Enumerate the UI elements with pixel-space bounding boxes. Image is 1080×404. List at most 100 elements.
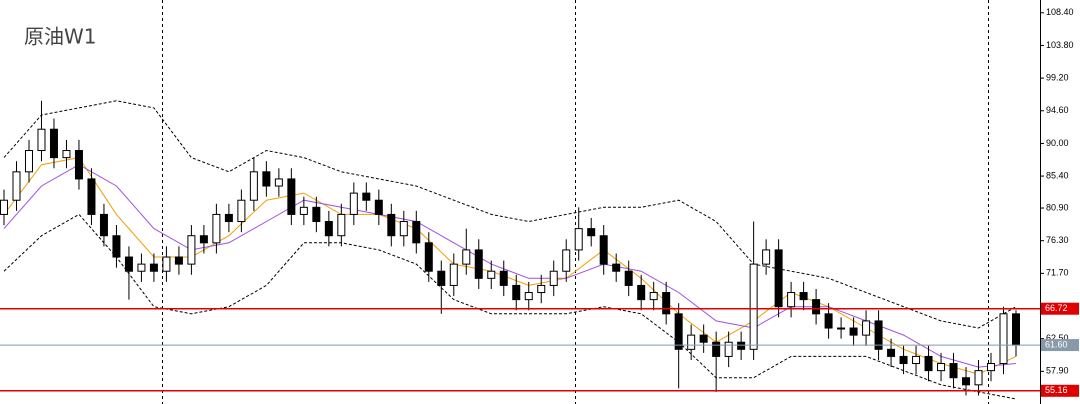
candle-body [149, 263, 158, 272]
band-line [3, 213, 1017, 400]
price-level-tag [1041, 339, 1079, 352]
candle-body [537, 284, 546, 294]
candle-body [937, 363, 946, 372]
y-tick-label: 103.80 [1046, 40, 1074, 50]
price-level-label: 61.60 [1045, 339, 1068, 349]
candle-body [999, 313, 1008, 365]
candle-body [862, 320, 871, 336]
candle-body [374, 199, 383, 215]
y-tick-label: 62.50 [1046, 333, 1069, 343]
candle-body [674, 313, 683, 350]
candle-body [99, 213, 108, 237]
candle-body [624, 270, 633, 286]
candle-body [62, 150, 71, 159]
candle-body [887, 348, 896, 357]
candle-body [987, 363, 996, 372]
candle-body [262, 171, 271, 187]
price-axis: 108.40 103.80 99.20 94.60 90.00 85.40 80.90 76.… [0, 7, 1079, 397]
candle-body [112, 235, 121, 258]
candle-body [74, 150, 83, 180]
candle-body [49, 128, 58, 159]
candle-body [637, 284, 646, 301]
y-tick-label: 85.40 [1046, 170, 1069, 180]
candle-body [899, 355, 908, 365]
indicator-layer [3, 100, 1017, 400]
candle-body [437, 270, 446, 286]
candle-body [1012, 313, 1020, 346]
candle-body [612, 263, 621, 272]
band-line [3, 100, 1017, 329]
candle-body [512, 284, 521, 301]
y-tick-label: 108.40 [1046, 7, 1074, 17]
candle-body [12, 171, 21, 201]
candle-body [337, 213, 346, 237]
candle-body [562, 249, 571, 272]
candle-body [599, 235, 608, 265]
price-level-label: 55.16 [1045, 385, 1068, 395]
candle-body [574, 228, 583, 251]
candle-body [549, 270, 558, 286]
candle-body [712, 341, 721, 357]
moving-average-line [3, 157, 1017, 375]
candle-body [312, 206, 321, 223]
candle-body [37, 128, 46, 152]
candle-body [174, 256, 183, 265]
candle-body [724, 341, 733, 357]
candle-body [399, 221, 408, 237]
price-level-label: 66.72 [1045, 303, 1068, 313]
y-tick-label: 71.70 [1046, 268, 1069, 278]
y-tick-label: 80.90 [1046, 202, 1069, 212]
candle-body [812, 299, 821, 315]
candle-body [124, 256, 133, 272]
candle-body [949, 363, 958, 379]
candle-body [349, 192, 358, 215]
y-tick-label: 90.00 [1046, 138, 1069, 148]
candle-body [249, 171, 258, 201]
candle-body [774, 249, 783, 308]
candle-body [499, 270, 508, 286]
candle-body [649, 292, 658, 301]
candle-body [699, 334, 708, 343]
candle-body [187, 235, 196, 265]
y-tick-label: 94.60 [1046, 105, 1069, 115]
candle-body [824, 313, 833, 329]
candle-body [462, 249, 471, 265]
candle-body [137, 263, 146, 272]
candle-body [687, 334, 696, 350]
candle-body [787, 292, 796, 308]
candle-body [387, 213, 396, 237]
y-tick-label: 76.30 [1046, 235, 1069, 245]
candle-layer [0, 100, 1020, 396]
candle-body [0, 199, 8, 215]
moving-average-line [3, 164, 1017, 368]
candle-body [287, 178, 296, 215]
candle-body [587, 228, 596, 237]
price-level-tag [1041, 302, 1079, 315]
candle-body [212, 213, 221, 244]
chart-title: 原油W1 [24, 25, 97, 49]
y-tick-label: 99.20 [1046, 72, 1069, 82]
candle-body [749, 263, 758, 350]
candle-body [874, 320, 883, 350]
candle-body [849, 327, 858, 336]
candle-body [362, 192, 371, 201]
candle-body [87, 178, 96, 215]
candle-body [224, 213, 233, 223]
candle-body [199, 235, 208, 244]
candle-body [487, 270, 496, 279]
candle-body [237, 199, 246, 223]
candle-body [412, 221, 421, 244]
candle-body [162, 256, 171, 272]
candle-body [662, 292, 671, 315]
price-level-tag [1041, 384, 1079, 397]
candle-body [962, 377, 971, 386]
candle-body [912, 355, 921, 365]
candle-body [924, 355, 933, 372]
candle-body [524, 292, 533, 301]
candle-body [837, 327, 846, 330]
candle-body [274, 178, 283, 187]
candle-body [424, 242, 433, 272]
candle-body [299, 206, 308, 215]
candle-body [324, 221, 333, 237]
